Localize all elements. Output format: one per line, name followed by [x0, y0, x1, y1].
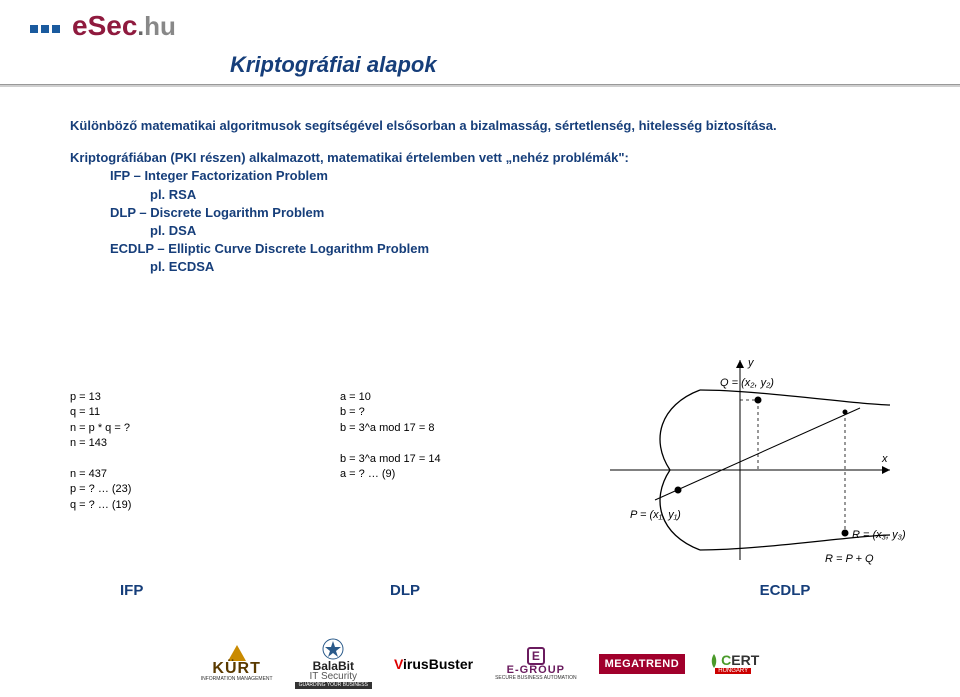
cert-ert: ERT [731, 652, 759, 668]
list-dlp: DLP – Discrete Logarithm Problem [110, 204, 920, 222]
cert-c: C [721, 652, 731, 668]
vb-rest: irusBuster [403, 656, 473, 672]
dlp-l1: a = 10 [340, 390, 600, 405]
list-ifp-ex: pl. RSA [150, 186, 920, 204]
sponsor-egroup: E E-GROUP SECURE BUSINESS AUTOMATION [495, 647, 577, 681]
logo-e: e [72, 10, 88, 41]
sponsor-kurt-name: KÜRT [212, 661, 260, 677]
sponsor-balabit-sub: GUARDING YOUR BUSINESS [295, 682, 372, 689]
list-dlp-ex: pl. DSA [150, 222, 920, 240]
dlp-l5: a = ? … (9) [340, 467, 600, 482]
curve-Q-label: Q = (x₂, y₂) [720, 377, 774, 389]
paragraph-1: Különböző matematikai algoritmusok segít… [70, 117, 920, 135]
ifp-l6: p = ? … (23) [70, 482, 340, 497]
diagrams-row: p = 13 q = 11 n = p * q = ? n = 143 n = … [0, 350, 960, 580]
dlp-l2: b = ? [340, 405, 600, 420]
logo-text: eSec.hu [72, 10, 176, 42]
ifp-l1: p = 13 [70, 390, 340, 405]
sponsor-cert: CERT HUNGARY [707, 653, 759, 674]
sponsor-kurt: KÜRT INFORMATION MANAGEMENT [201, 645, 273, 682]
sponsor-megatrend: MEGATREND [599, 654, 686, 674]
label-ifp: IFP [120, 582, 390, 599]
list-ecdlp: ECDLP – Elliptic Curve Discrete Logarith… [110, 240, 920, 258]
logo-squares [30, 25, 60, 33]
sponsor-kurt-sub: INFORMATION MANAGEMENT [201, 677, 273, 682]
label-dlp: DLP [390, 582, 670, 599]
curve-R-label: R = (x₃, y₃) [852, 529, 906, 541]
vb-v: V [394, 656, 403, 672]
logo-sec: Sec [88, 10, 138, 41]
logo-hu: hu [144, 11, 176, 41]
cert-sub: HUNGARY [715, 668, 751, 674]
list-ecdlp-ex: pl. ECDSA [150, 258, 920, 276]
egroup-box: E [527, 647, 545, 665]
ifp-l7: q = ? … (19) [70, 498, 340, 513]
page-title: Kriptográfiai alapok [230, 52, 960, 78]
ifp-l2: q = 11 [70, 405, 340, 420]
ifp-math: p = 13 q = 11 n = p * q = ? n = 143 n = … [70, 350, 340, 580]
body-text: Különböző matematikai algoritmusok segít… [0, 107, 960, 277]
kurt-triangle-icon [228, 645, 246, 661]
paragraph-2-intro: Kriptográfiában (PKI részen) alkalmazott… [70, 149, 920, 167]
dlp-l3: b = 3^a mod 17 = 8 [340, 421, 600, 436]
sponsor-virusbuster: VirusBuster [394, 657, 473, 671]
ifp-l4: n = 143 [70, 436, 340, 451]
dlp-math: a = 10 b = ? b = 3^a mod 17 = 8 b = 3^a … [340, 350, 600, 580]
balabit-star-icon [322, 638, 344, 660]
section-labels: IFP DLP ECDLP [0, 582, 960, 599]
egroup-sub: SECURE BUSINESS AUTOMATION [495, 676, 577, 681]
list-ifp: IFP – Integer Factorization Problem [110, 167, 920, 185]
sponsor-balabit-mid: IT Security [309, 672, 357, 682]
ifp-l3: n = p * q = ? [70, 421, 340, 436]
divider [0, 84, 960, 87]
ifp-l5: n = 437 [70, 467, 340, 482]
curve-eq-label: R = P + Q [825, 553, 874, 565]
label-ecdlp: ECDLP [670, 582, 900, 599]
header: eSec.hu [0, 0, 960, 42]
curve-x-label: x [881, 453, 888, 465]
elliptic-curve-diagram: y x Q = (x₂, y₂) P = (x₁, y₁) R = (x₃, y… [600, 350, 920, 580]
dlp-l4: b = 3^a mod 17 = 14 [340, 452, 600, 467]
footer-sponsors: KÜRT INFORMATION MANAGEMENT BalaBit IT S… [0, 638, 960, 689]
curve-P-label: P = (x₁, y₁) [630, 509, 681, 521]
curve-y-label: y [747, 357, 755, 369]
sponsor-balabit: BalaBit IT Security GUARDING YOUR BUSINE… [295, 638, 372, 689]
egroup-name: E-GROUP [507, 665, 565, 676]
cert-leaf-icon [707, 654, 721, 668]
